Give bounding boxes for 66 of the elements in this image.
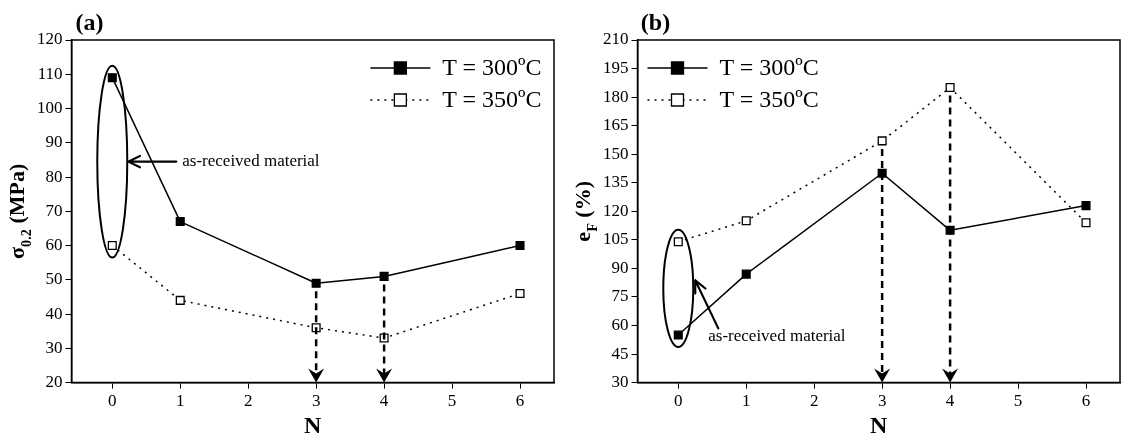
point (107, 73, 117, 83)
point (877, 136, 887, 146)
x-tick-label: 6 (1081, 391, 1091, 411)
y-tick-label: 50 (45, 269, 63, 289)
point (741, 269, 751, 279)
annotation: as-received material (182, 150, 320, 171)
y-tick-label: 210 (603, 29, 629, 49)
point (673, 330, 683, 340)
x-tick-label: 5 (447, 391, 457, 411)
y-tick-label: 120 (603, 200, 629, 220)
y-tick-label: 90 (611, 257, 629, 277)
y-tick-label: 40 (45, 303, 63, 323)
y-axis-title: eF (%) (570, 180, 600, 242)
x-axis-title: N (304, 412, 323, 438)
annotation: as-received material (708, 326, 846, 347)
x-tick-label: 6 (515, 391, 525, 411)
point (673, 237, 683, 247)
x-tick-label: 3 (311, 391, 321, 411)
y-tick-label: 90 (45, 132, 63, 152)
y-tick-label: 70 (45, 200, 63, 220)
y-axis-title: σ0.2 (MPa) (4, 163, 34, 259)
point (515, 241, 525, 251)
y-tick-label: 105 (603, 229, 629, 249)
point (379, 271, 389, 281)
chart-title: (a) (75, 9, 104, 35)
y-tick-label: 135 (603, 172, 629, 192)
y-tick-label: 180 (603, 86, 629, 106)
y-tick-label: 20 (45, 372, 63, 392)
y-tick-label: 165 (603, 115, 629, 135)
x-tick-label: 4 (945, 391, 955, 411)
y-tick-label: 110 (37, 63, 63, 83)
x-tick-label: 3 (877, 391, 887, 411)
legend-label: T = 350ºC (442, 86, 542, 113)
point (1081, 201, 1091, 211)
legend-label: T = 300ºC (442, 54, 542, 81)
chart-title: (b) (640, 9, 671, 35)
y-tick-label: 100 (37, 97, 63, 117)
x-tick-label: 0 (674, 391, 683, 411)
x-tick-label: 1 (741, 391, 751, 411)
point (1081, 218, 1091, 228)
y-tick-label: 195 (603, 58, 629, 78)
x-axis-title: N (870, 412, 889, 438)
point (175, 217, 185, 227)
x-tick-label: 5 (1013, 391, 1023, 411)
x-tick-label: 0 (108, 391, 117, 411)
point (515, 288, 525, 299)
point (107, 241, 117, 251)
x-tick-label: 2 (809, 391, 819, 411)
y-tick-label: 45 (611, 343, 629, 363)
y-tick-label: 60 (45, 235, 63, 255)
point (175, 295, 185, 305)
y-tick-label: 30 (611, 372, 629, 392)
legend-label: T = 300ºC (719, 54, 819, 81)
y-tick-label: 120 (37, 29, 63, 49)
x-tick-label: 2 (243, 391, 253, 411)
y-tick-label: 60 (611, 314, 629, 334)
y-tick-label: 30 (45, 337, 63, 357)
y-tick-label: 150 (603, 143, 629, 163)
x-tick-label: 4 (379, 391, 389, 411)
y-tick-label: 80 (45, 166, 63, 186)
legend-label: T = 350ºC (719, 86, 819, 113)
y-tick-label: 75 (611, 286, 629, 306)
point (741, 216, 751, 226)
point (311, 278, 321, 288)
x-tick-label: 1 (175, 391, 185, 411)
point (945, 83, 955, 93)
